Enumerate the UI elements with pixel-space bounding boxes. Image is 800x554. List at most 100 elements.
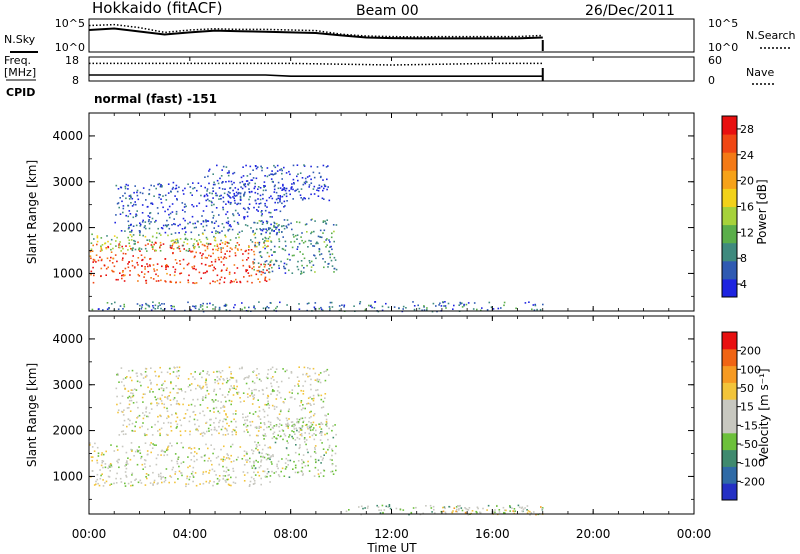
heatmap-cell	[298, 447, 301, 450]
heatmap-cell	[200, 194, 202, 197]
heatmap-cell	[162, 224, 165, 227]
heatmap-cell	[141, 463, 144, 466]
heatmap-cell	[310, 165, 312, 168]
heatmap-cell	[277, 418, 280, 420]
heatmap-cell	[293, 425, 295, 428]
heatmap-cell	[251, 420, 254, 423]
heatmap-cell	[290, 222, 292, 225]
heatmap-cell	[321, 459, 324, 461]
heatmap-cell	[513, 508, 516, 510]
heatmap-cell	[265, 387, 268, 389]
heatmap-cell	[180, 472, 183, 474]
heatmap-cell	[179, 238, 182, 240]
heatmap-cell	[298, 242, 301, 245]
heatmap-cell	[218, 370, 220, 373]
heatmap-cell	[196, 419, 199, 421]
heatmap-cell	[228, 273, 231, 275]
heatmap-cell	[174, 232, 177, 234]
heatmap-cell	[341, 304, 343, 306]
heatmap-cell	[280, 168, 283, 170]
heatmap-cell	[109, 470, 111, 472]
heatmap-cell	[221, 382, 224, 385]
heatmap-cell	[225, 400, 227, 403]
heatmap-cell	[233, 199, 236, 202]
heatmap-cell	[542, 303, 544, 306]
heatmap-cell	[250, 274, 253, 277]
heatmap-cell	[264, 260, 267, 263]
heatmap-cell	[120, 410, 123, 413]
heatmap-cell	[100, 275, 102, 277]
heatmap-cell	[278, 238, 280, 240]
heatmap-cell	[161, 227, 164, 230]
heatmap-cell	[252, 261, 254, 263]
heatmap-cell	[331, 470, 334, 473]
heatmap-cell	[253, 396, 255, 399]
heatmap-cell	[89, 250, 92, 253]
heatmap-cell	[228, 425, 230, 427]
heatmap-cell	[266, 206, 268, 208]
heatmap-cell	[148, 216, 151, 218]
heatmap-cell	[461, 302, 463, 304]
heatmap-cell	[308, 302, 310, 304]
heatmap-cell	[257, 186, 260, 188]
heatmap-cell	[288, 418, 290, 420]
heatmap-cell	[117, 308, 120, 310]
heatmap-cell	[236, 267, 239, 269]
heatmap-cell	[262, 307, 265, 310]
heatmap-cell	[217, 410, 219, 413]
heatmap-cell	[190, 389, 192, 392]
heatmap-cell	[156, 404, 158, 407]
heatmap-cell	[278, 246, 281, 248]
heatmap-cell	[127, 227, 130, 230]
heatmap-cell	[246, 259, 248, 261]
heatmap-cell	[260, 256, 263, 258]
heatmap-cell	[152, 248, 154, 250]
heatmap-cell	[227, 483, 230, 486]
heatmap-cell	[323, 370, 325, 373]
heatmap-cell	[241, 259, 244, 262]
heatmap-cell	[285, 447, 288, 449]
heatmap-cell	[100, 474, 102, 477]
heatmap-cell	[169, 281, 172, 283]
heatmap-cell	[422, 512, 424, 515]
heatmap-cell	[381, 309, 384, 312]
heatmap-cell	[222, 475, 225, 477]
heatmap-cell	[326, 425, 328, 427]
heatmap-cell	[325, 423, 327, 426]
heatmap-cell	[313, 193, 316, 195]
heatmap-cell	[178, 470, 181, 473]
heatmap-cell	[273, 436, 275, 438]
heatmap-cell	[331, 253, 334, 255]
heatmap-cell	[228, 458, 231, 460]
heatmap-cell	[218, 479, 221, 481]
heatmap-cell	[186, 238, 189, 241]
heatmap-cell	[301, 474, 304, 476]
heatmap-cell	[184, 187, 186, 190]
heatmap-cell	[177, 246, 179, 249]
heatmap-cell	[263, 435, 265, 437]
heatmap-cell	[458, 304, 460, 306]
heatmap-cell	[213, 388, 216, 391]
heatmap-cell	[89, 255, 92, 257]
heatmap-cell	[225, 203, 227, 205]
heatmap-cell	[317, 473, 320, 475]
heatmap-cell	[225, 428, 228, 430]
heatmap-cell	[332, 224, 335, 226]
heatmap-cell	[202, 399, 204, 401]
heatmap-cell	[185, 483, 187, 485]
heatmap-cell	[399, 508, 402, 511]
heatmap-cell	[258, 425, 261, 428]
heatmap-cell	[124, 230, 126, 232]
heatmap-cell	[248, 266, 251, 268]
heatmap-cell	[303, 164, 305, 166]
heatmap-cell	[208, 182, 210, 185]
heatmap-cell	[170, 190, 172, 193]
heatmap-cell	[270, 195, 272, 197]
heatmap-cell	[176, 423, 179, 426]
heatmap-cell	[300, 270, 303, 273]
heatmap-cell	[455, 510, 457, 513]
heatmap-cell	[178, 374, 180, 377]
heatmap-cell	[262, 189, 265, 192]
heatmap-cell	[315, 242, 317, 245]
heatmap-cell	[191, 250, 194, 253]
